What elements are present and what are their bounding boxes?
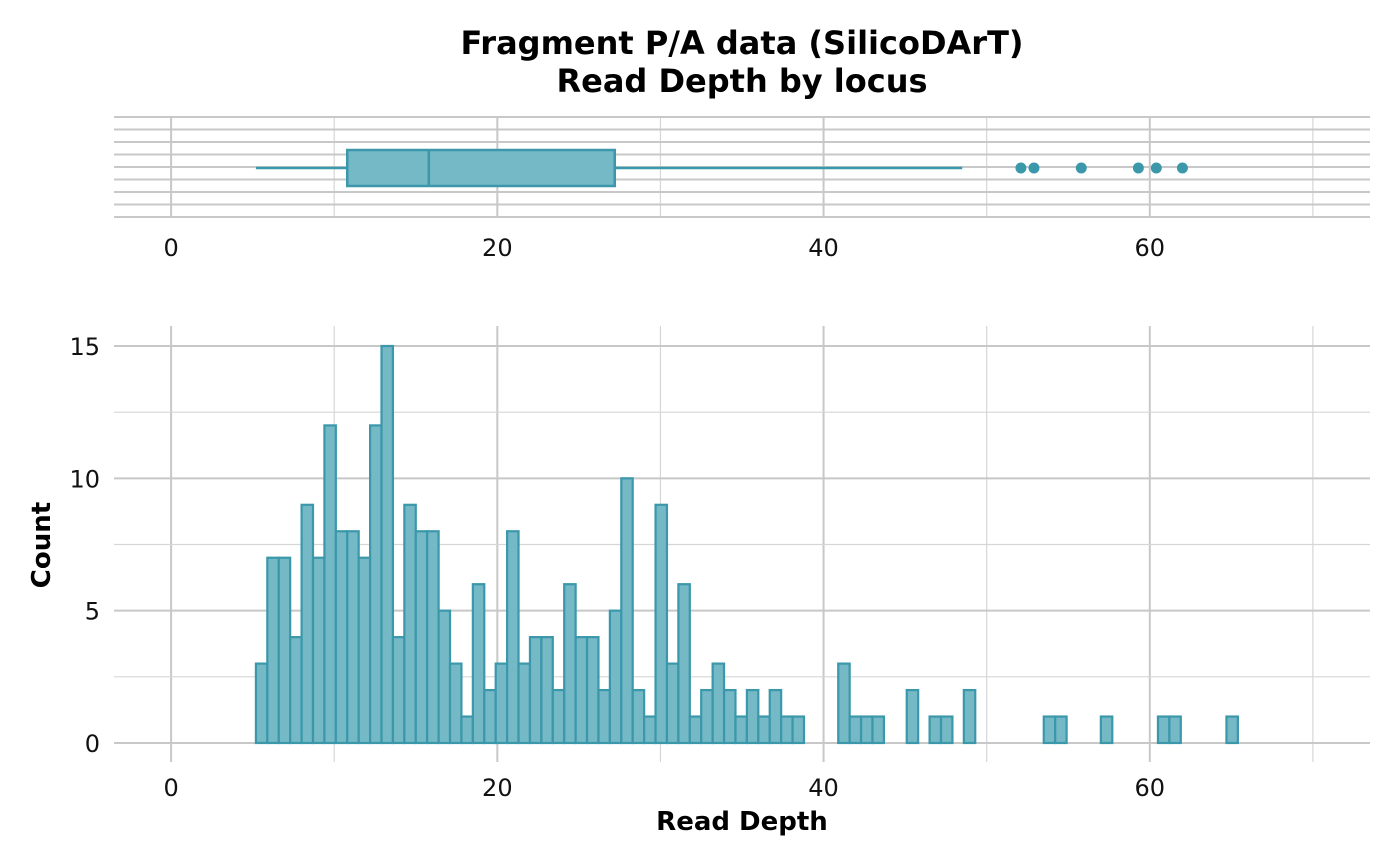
histogram-bar xyxy=(859,715,874,745)
histogram-bar xyxy=(494,662,509,745)
outlier-point xyxy=(1075,162,1087,174)
histogram-bar xyxy=(837,662,851,745)
histogram-bar xyxy=(311,556,326,745)
hist-y-tick-label: 0 xyxy=(85,730,100,758)
histogram-bar xyxy=(608,609,623,745)
chart-title: Fragment P/A data (SilicoDArT) xyxy=(460,24,1023,62)
histogram-bar xyxy=(266,556,280,745)
box-x-tick-label: 40 xyxy=(808,234,839,262)
outlier-point xyxy=(1176,162,1188,174)
box-x-tick-label: 20 xyxy=(482,234,513,262)
histogram-bar xyxy=(1225,715,1239,745)
histogram-bar xyxy=(962,688,977,745)
histogram-bar xyxy=(677,583,691,745)
histogram-bar xyxy=(506,530,520,745)
y-axis-title: Count xyxy=(27,502,57,588)
histogram-panel: 0 20 40 60 0 5 10 15 xyxy=(69,326,1370,802)
histogram-bar xyxy=(620,477,634,745)
histogram-bar xyxy=(517,662,532,745)
histogram-bar xyxy=(791,715,806,745)
hist-y-tick-label: 10 xyxy=(69,465,100,493)
histogram-bar xyxy=(357,556,372,745)
hist-y-tick-label: 15 xyxy=(69,333,100,361)
histogram-bar xyxy=(722,688,737,745)
outlier-point xyxy=(1132,162,1144,174)
histogram-bar xyxy=(289,636,303,745)
histogram-bar xyxy=(437,609,452,745)
histogram-bar xyxy=(871,715,886,745)
hist-y-tick-label: 5 xyxy=(85,598,100,626)
histogram-bar xyxy=(585,636,600,745)
histogram-bar xyxy=(734,715,748,745)
histogram-bar xyxy=(380,344,395,745)
histogram-bar xyxy=(688,715,703,745)
histogram-bar xyxy=(928,715,943,745)
histogram-bar xyxy=(403,503,417,745)
histogram-bar xyxy=(254,662,269,745)
chart-subtitle: Read Depth by locus xyxy=(556,62,927,100)
histogram-bar xyxy=(848,715,863,745)
histogram-bar xyxy=(483,688,497,745)
histogram-bar xyxy=(300,503,315,745)
box-x-tick-label: 0 xyxy=(163,234,178,262)
histogram-bar xyxy=(757,715,771,745)
hist-x-tick-label: 60 xyxy=(1135,774,1166,802)
histogram-bar xyxy=(700,688,714,745)
histogram-bar xyxy=(426,530,440,745)
histogram-bar xyxy=(277,556,292,745)
histogram-bar xyxy=(654,503,669,745)
histogram-bar xyxy=(745,688,760,745)
histogram-bar xyxy=(643,715,657,745)
histogram-bar xyxy=(1156,715,1171,745)
histogram-bar xyxy=(471,583,486,745)
box-x-tick-label: 60 xyxy=(1135,234,1166,262)
histogram-bar xyxy=(551,688,566,745)
histogram-bar xyxy=(391,636,406,745)
histogram-bar xyxy=(528,636,543,745)
histogram-bar xyxy=(768,688,783,745)
histogram-bar xyxy=(711,662,726,745)
histogram-bar xyxy=(346,530,360,745)
outlier-point xyxy=(1015,162,1027,174)
histogram-bar xyxy=(597,688,611,745)
hist-x-tick-label: 20 xyxy=(482,774,513,802)
histogram-bar xyxy=(780,715,794,745)
hist-x-tick-label: 40 xyxy=(808,774,839,802)
x-axis-title: Read Depth xyxy=(656,807,828,837)
histogram-bar xyxy=(334,530,349,745)
histogram-bar xyxy=(1042,715,1057,745)
histogram-bar xyxy=(540,636,554,745)
boxplot-panel: 0 20 40 60 xyxy=(114,116,1370,262)
outlier-point xyxy=(1028,162,1040,174)
histogram-bar xyxy=(574,636,589,745)
histogram-bar xyxy=(665,662,680,745)
hist-x-tick-label: 0 xyxy=(163,774,178,802)
histogram-bar xyxy=(939,715,954,745)
histogram-bar xyxy=(1168,715,1182,745)
histogram-bar xyxy=(460,715,474,745)
histogram-bar xyxy=(323,424,337,745)
histogram-bar xyxy=(905,688,920,745)
histogram-bar xyxy=(631,688,646,745)
histogram-bar xyxy=(563,583,577,745)
histogram-bar xyxy=(448,662,463,745)
histogram-bar xyxy=(414,530,429,745)
iqr-box xyxy=(346,148,617,188)
histogram-bar xyxy=(368,424,383,745)
histogram-bar xyxy=(1099,715,1114,745)
outlier-point xyxy=(1150,162,1162,174)
histogram-bar xyxy=(1054,715,1068,745)
